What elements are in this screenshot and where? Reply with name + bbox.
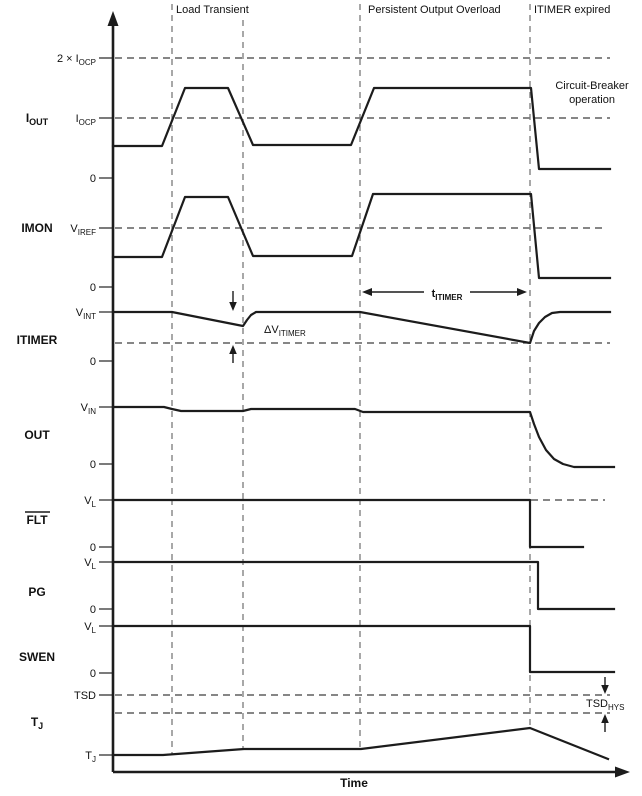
arrow-delta-v-itimer-down-head (229, 302, 237, 311)
label-delta-v-itimer: ΔVITIMER (264, 324, 306, 338)
waveform-tj (111, 726, 610, 761)
header-persistent-output-overload: Persistent Output Overload (368, 4, 501, 16)
header-itimer-expired: ITIMER expired (534, 4, 610, 16)
tick-label-iocp: IOCP (76, 113, 96, 127)
waveform-iout (111, 86, 612, 171)
tick-label-vint: VINT (76, 307, 96, 321)
tick-label-flt-vl: VL (84, 495, 96, 509)
waveform-flt (111, 498, 585, 549)
label-t-itimer: tITIMER (432, 288, 463, 302)
tick-label-imon-zero: 0 (90, 282, 96, 294)
tick-label-vin: VIN (81, 402, 97, 416)
x-axis-title: Time (340, 776, 368, 790)
tick-label-iout-zero: 0 (90, 173, 96, 185)
waveform-swen (111, 624, 616, 674)
x-axis-head (615, 766, 630, 778)
waveform-itimer (111, 310, 612, 345)
header-load-transient: Load Transient (176, 4, 249, 16)
label-tsd-hys: TSDHYS (586, 698, 624, 712)
waveform-out (111, 405, 616, 469)
tick-label-viref: VIREF (70, 223, 96, 237)
waveform-pg (111, 560, 616, 611)
waveform-imon (111, 192, 612, 280)
row-label-tj: TJ (31, 715, 43, 731)
tick-label-2x-iocp: 2 × IOCP (57, 53, 96, 67)
tick-label-swen-vl: VL (84, 621, 96, 635)
row-label-pg: PG (28, 585, 45, 599)
tick-label-itimer-zero: 0 (90, 356, 96, 368)
row-label-flt: FLT (26, 513, 48, 527)
tick-label-out-zero: 0 (90, 459, 96, 471)
row-label-out: OUT (24, 428, 50, 442)
arrow-delta-v-itimer-up-head (229, 345, 237, 354)
tick-label-pg-zero: 0 (90, 604, 96, 616)
arrow-t-itimer-right-head (517, 288, 527, 296)
row-label-itimer: ITIMER (17, 333, 58, 347)
note-circuit-breaker-line1: Circuit-Breaker (555, 80, 629, 92)
y-axis-head (107, 11, 119, 26)
row-label-swen: SWEN (19, 650, 55, 664)
row-label-imon: IMON (21, 221, 52, 235)
tick-label-pg-vl: VL (84, 557, 96, 571)
arrow-tsd-hys-up-head (601, 714, 609, 723)
tick-label-tj: TJ (85, 750, 96, 764)
row-label-iout: IOUT (26, 111, 49, 127)
arrow-tsd-hys-down-head (601, 685, 609, 694)
tick-label-flt-zero: 0 (90, 542, 96, 554)
tick-label-tsd: TSD (74, 690, 96, 702)
tick-label-swen-zero: 0 (90, 668, 96, 680)
arrow-t-itimer-left-head (362, 288, 372, 296)
note-circuit-breaker-line2: operation (569, 94, 615, 106)
